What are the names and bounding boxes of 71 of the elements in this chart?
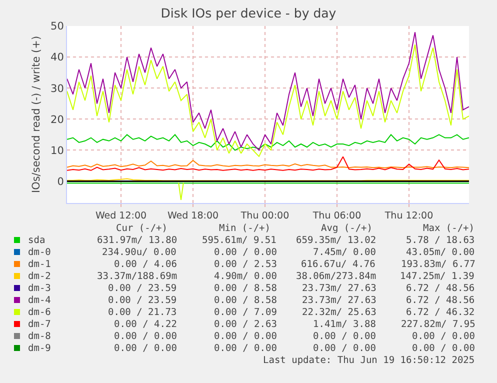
legend-label: sda	[28, 235, 46, 246]
text: 659.35m/ 13.02	[296, 235, 376, 246]
text: 22.32m/ 25.63	[302, 307, 376, 318]
text: 7.45m/ 0.00	[313, 247, 376, 258]
line-series	[67, 160, 469, 168]
y-tick-label: 40	[50, 52, 64, 64]
legend-label: dm-1	[28, 259, 52, 270]
text: 0.00 / 0.00	[412, 343, 476, 354]
legend-label: dm-0	[28, 247, 52, 258]
text: 147.25m/ 1.39	[400, 271, 475, 282]
text: 4.90m/ 0.00	[214, 271, 278, 282]
text: 234.90u/ 0.00	[102, 247, 177, 258]
text: 0.00 / 8.58	[214, 295, 278, 306]
x-tick-label: Thu 06:00	[312, 210, 362, 222]
text: 0.00 / 23.59	[108, 283, 177, 294]
text: Cur (-/+)	[116, 223, 168, 234]
text: 0.00 / 4.06	[114, 259, 178, 270]
text: 0.00 / 0.00	[412, 331, 476, 342]
x-tick-label: Wed 18:00	[167, 210, 219, 222]
text: 0.00 / 7.09	[214, 307, 278, 318]
text: 0.00 / 21.73	[108, 307, 177, 318]
text: 0.00 / 23.59	[108, 295, 177, 306]
text: 227.82m/ 7.95	[401, 319, 476, 330]
text: 0.00 / 0.00	[313, 331, 376, 342]
text: 0.00 / 0.00	[214, 247, 278, 258]
y-tick-label: 30	[50, 82, 64, 95]
text: Last update: Thu Jun 19 16:50:12 2025	[263, 355, 475, 366]
text: 595.61m/ 9.51	[202, 235, 277, 246]
text: 5.78 / 18.63	[406, 235, 475, 246]
text: Max (-/+)	[423, 223, 474, 234]
text: 616.67u/ 4.76	[301, 259, 376, 270]
text: 23.73m/ 27.63	[302, 283, 376, 294]
text: 0.00 / 2.63	[214, 319, 277, 330]
legend-label: dm-9	[28, 343, 52, 354]
text: 0.00 / 0.00	[214, 331, 278, 342]
text: 0.00 / 4.22	[114, 319, 177, 330]
text: 0.00 / 0.00	[114, 343, 178, 354]
text: Min (-/+)	[219, 223, 270, 234]
legend-label: dm-7	[28, 319, 51, 330]
text: 23.73m/ 27.63	[302, 295, 376, 306]
legend-label: dm-4	[28, 295, 52, 306]
text: 631.97m/ 13.80	[97, 235, 178, 246]
y-tick-label: 0	[57, 176, 64, 188]
y-tick-label: 20	[50, 114, 64, 126]
text: 43.05m/ 0.00	[406, 247, 475, 258]
text: 6.72 / 48.56	[406, 283, 475, 294]
text: 0.00 / 0.00	[114, 331, 178, 342]
text: 1.41m/ 3.88	[313, 319, 376, 330]
text: Avg (-/+)	[321, 223, 372, 234]
text: 6.72 / 48.56	[406, 295, 475, 306]
text: 193.83m/ 6.77	[401, 259, 476, 270]
text: 33.37m/188.69m	[97, 271, 178, 282]
text: 0.00 / 0.00	[214, 343, 278, 354]
text: 38.06m/273.84m	[296, 271, 376, 282]
text: 6.72 / 46.32	[406, 307, 475, 318]
y-axis-title: IOs/second read (-) / write (+)	[30, 36, 42, 194]
legend-label: dm-6	[28, 307, 52, 318]
y-tick-label: 50	[50, 20, 64, 33]
x-tick-label: Wed 12:00	[95, 210, 147, 222]
y-tick-label: 10	[50, 144, 64, 157]
legend-label: dm-3	[28, 283, 51, 294]
x-tick-label: Thu 12:00	[384, 210, 434, 222]
legend-label: dm-2	[28, 271, 51, 282]
text: 0.00 / 8.58	[214, 283, 278, 294]
text: 0.00 / 0.00	[313, 343, 376, 354]
text: 0.00 / 2.53	[214, 259, 277, 270]
chart-title: Disk IOs per device - by day	[160, 5, 337, 20]
line-series	[67, 134, 469, 151]
line-series	[67, 156, 469, 171]
x-tick-label: Thu 00:00	[240, 210, 290, 222]
legend-label: dm-8	[28, 331, 52, 342]
